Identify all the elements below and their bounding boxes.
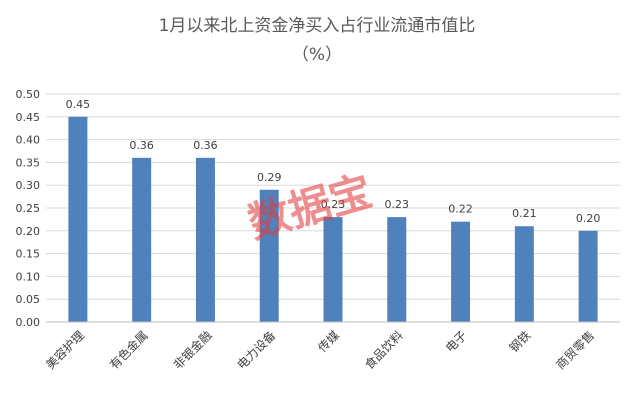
y-tick-label: 0.40 [16, 134, 41, 147]
y-tick-label: 0.05 [16, 293, 41, 306]
y-tick-label: 0.10 [16, 270, 41, 283]
x-category-label: 钢铁 [507, 328, 534, 355]
x-category-label: 电子 [443, 328, 470, 355]
bar [514, 226, 534, 322]
chart-title: 1月以来北上资金净买入占行业流通市值比 [159, 16, 476, 36]
data-labels: 0.45 0.36 0.36 0.29 0.23 0.23 0.22 0.21 0.20 [66, 98, 601, 225]
bar [451, 221, 471, 322]
x-category-label: 美容护理 [42, 328, 87, 373]
data-label: 0.36 [129, 139, 154, 152]
data-label: 0.45 [66, 98, 91, 111]
x-category-label: 传媒 [315, 328, 343, 356]
data-label: 0.29 [257, 171, 282, 184]
y-tick-label: 0.20 [16, 225, 41, 238]
bar [195, 157, 215, 322]
x-axis-categories: 美容护理 有色金属 非银金融 电力设备 传媒 食品饮料 电子 钢铁 商贸零售 [42, 328, 597, 373]
data-label: 0.20 [576, 212, 601, 225]
data-label: 0.36 [193, 139, 218, 152]
data-label: 0.22 [448, 203, 473, 216]
y-tick-label: 0.15 [16, 248, 41, 261]
bar [387, 217, 407, 322]
y-tick-label: 0.30 [16, 179, 41, 192]
y-tick-label: 0.00 [16, 316, 41, 329]
bar [259, 189, 279, 322]
y-tick-label: 0.35 [16, 156, 41, 169]
x-category-label: 商贸零售 [553, 328, 598, 373]
bar [578, 230, 598, 322]
bars [68, 116, 598, 322]
bar [68, 116, 88, 322]
y-tick-label: 0.25 [16, 202, 41, 215]
data-label: 0.23 [385, 198, 410, 211]
y-axis-ticks: 0.00 0.05 0.10 0.15 0.20 0.25 0.30 0.35 0.40 0.45… [16, 88, 41, 329]
bar [132, 157, 152, 322]
x-category-label: 非银金融 [170, 328, 215, 373]
x-category-label: 食品饮料 [361, 328, 406, 373]
x-category-label: 有色金属 [106, 328, 151, 373]
y-tick-label: 0.45 [16, 111, 41, 124]
data-label: 0.23 [321, 198, 346, 211]
chart-subtitle: （%） [292, 45, 342, 65]
x-category-label: 电力设备 [234, 328, 278, 372]
bar [323, 217, 343, 322]
data-label: 0.21 [512, 207, 537, 220]
y-tick-label: 0.50 [16, 88, 41, 101]
